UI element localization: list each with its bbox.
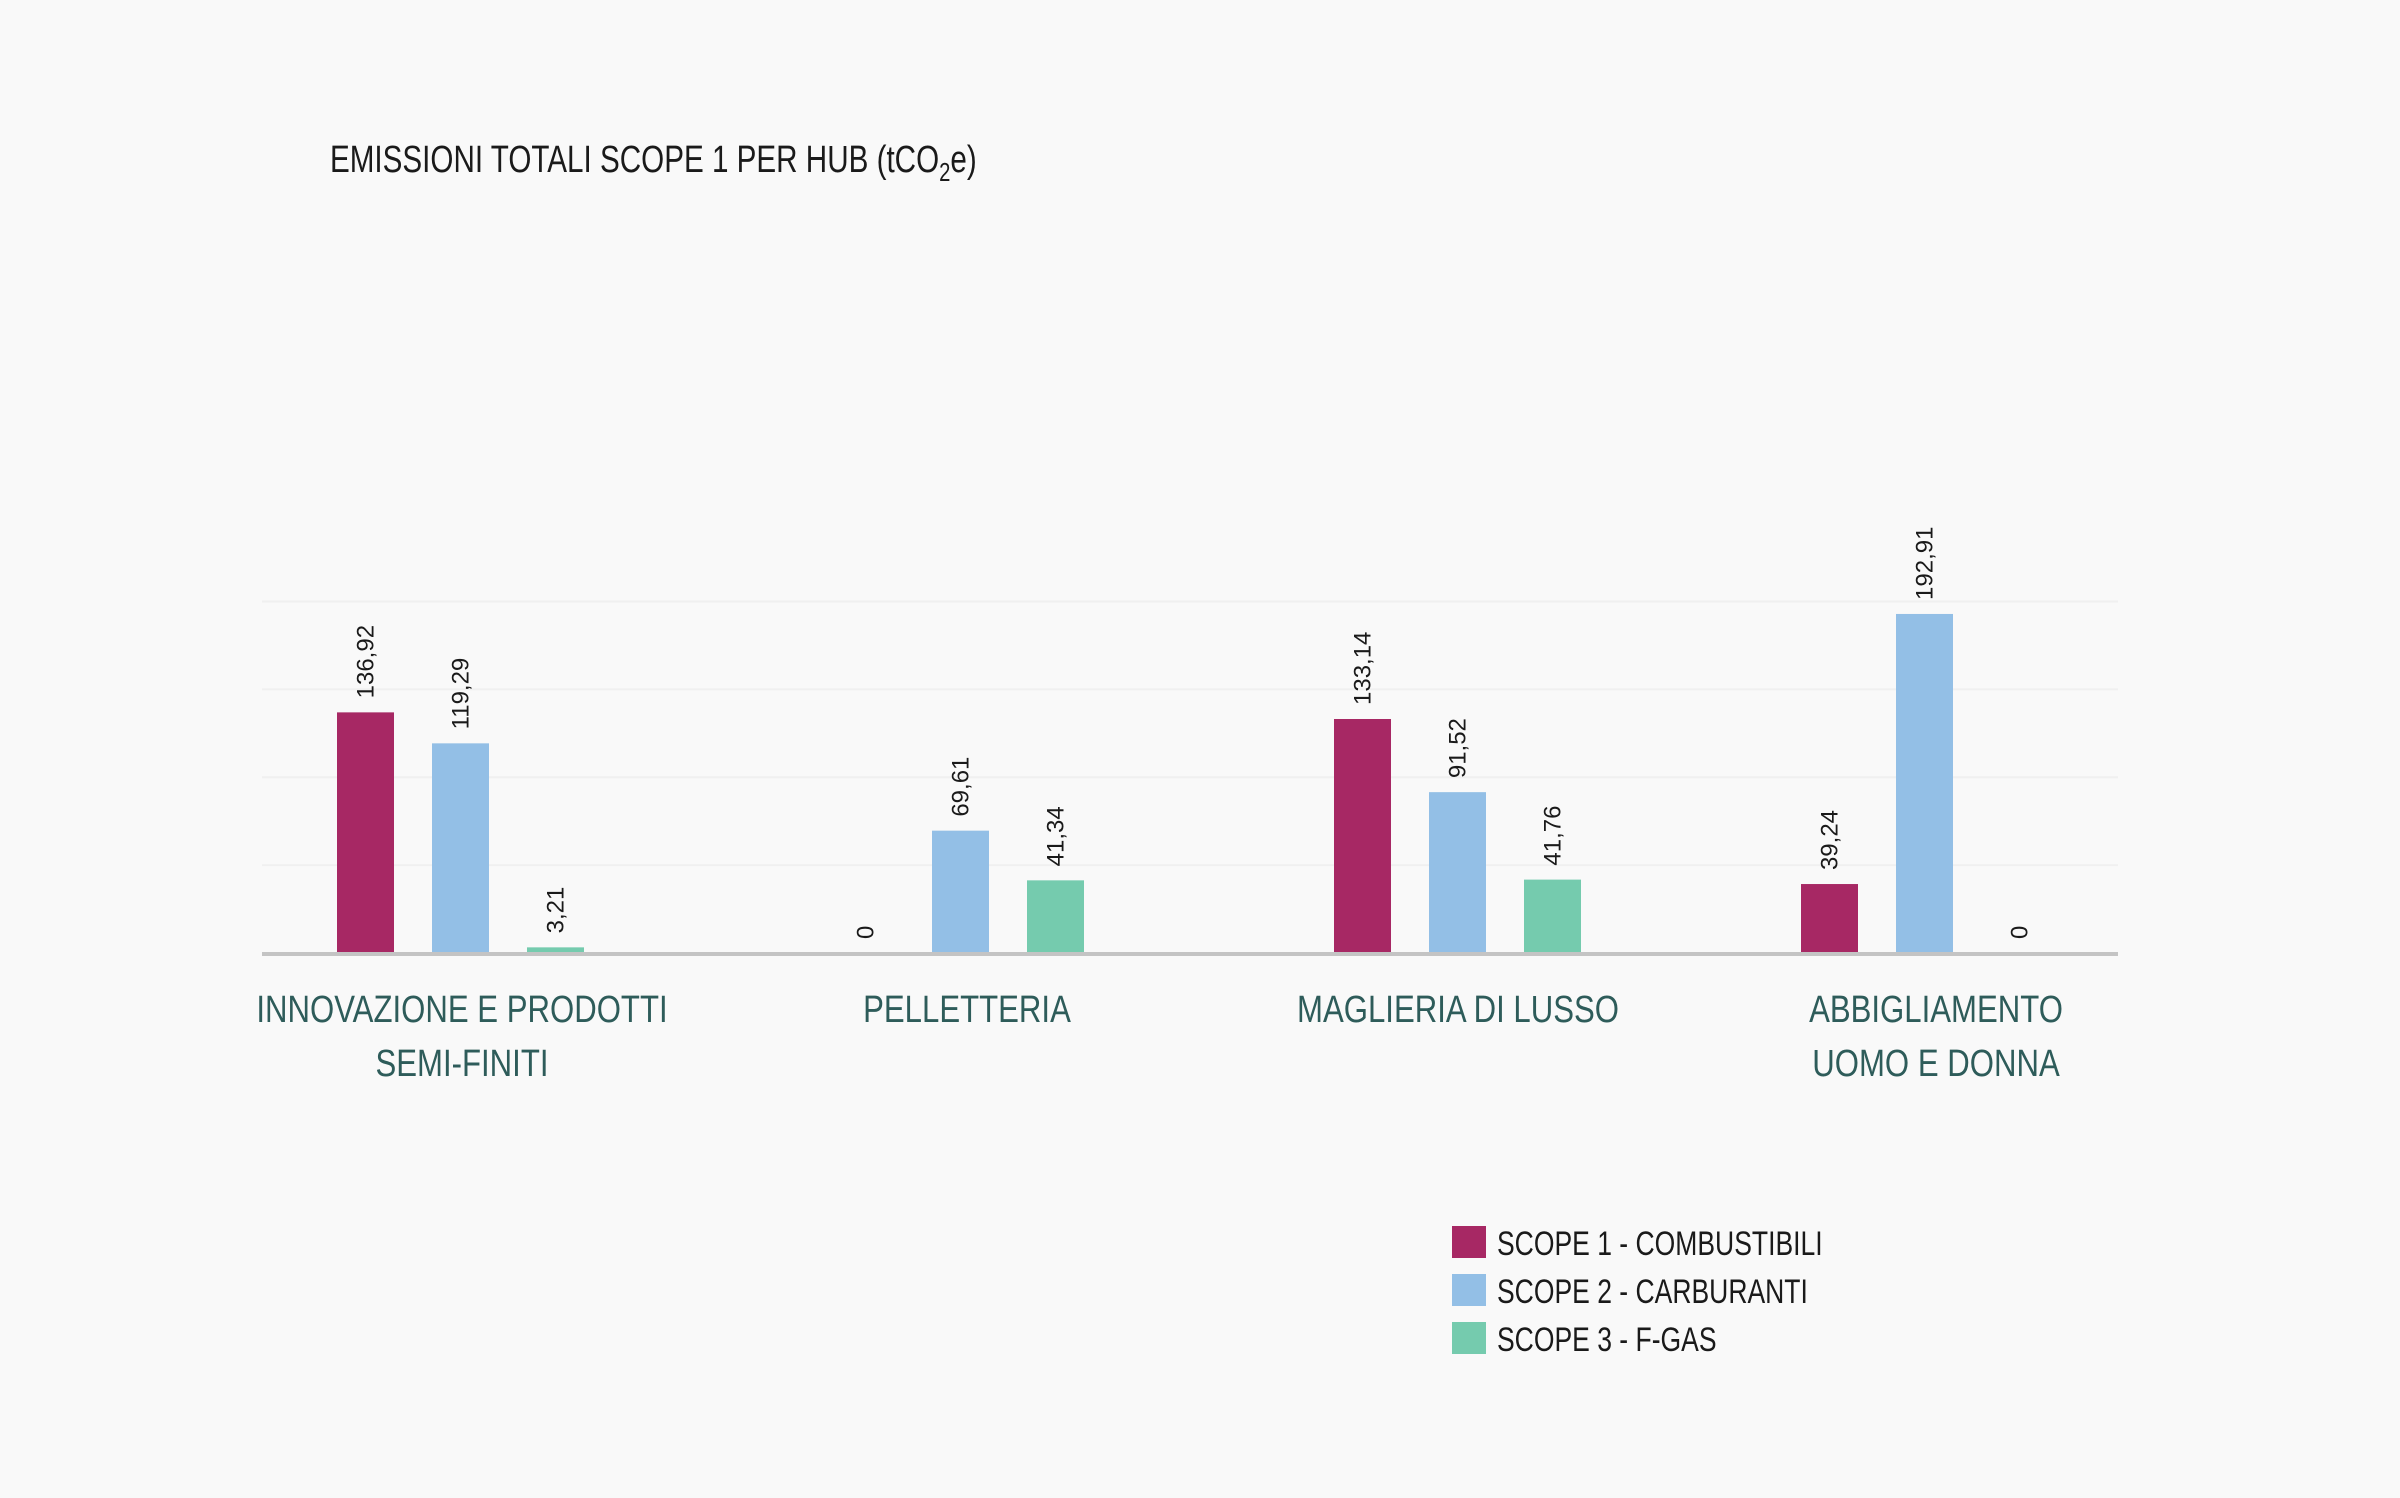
data-label: 41,34: [1043, 806, 1070, 866]
bar: [932, 830, 989, 953]
data-label: 136,92: [353, 625, 380, 698]
data-label: 119,29: [448, 658, 475, 730]
chart-title-subscript: 2: [939, 158, 950, 187]
legend-swatch: [1452, 1226, 1486, 1258]
category-label: ABBIGLIAMENTO: [1809, 989, 2063, 1031]
legend-swatch: [1452, 1274, 1486, 1306]
data-label: 192,91: [1912, 527, 1939, 600]
bar: [1896, 613, 1953, 953]
data-label: 39,24: [1817, 810, 1844, 870]
data-label: 0: [853, 926, 880, 939]
category-label: SEMI-FINITI: [375, 1043, 548, 1085]
category-label: PELLETTERIA: [863, 989, 1071, 1031]
data-label: 133,14: [1350, 632, 1377, 705]
bar: [1524, 879, 1581, 953]
chart-title-suffix: e): [950, 139, 976, 181]
bar: [527, 947, 584, 953]
data-label: 91,52: [1445, 718, 1472, 778]
category-label: INNOVAZIONE E PRODOTTI: [256, 989, 667, 1031]
bar: [432, 743, 489, 953]
bar: [1801, 884, 1858, 953]
data-labels: 136,92 0 133,14 39,24 119,29 69,61 91,52 192,91…: [353, 527, 2034, 939]
data-label: 3,21: [543, 887, 570, 934]
legend-label: SCOPE 1 - COMBUSTIBILI: [1497, 1225, 1823, 1263]
bar: [1027, 880, 1084, 953]
chart-title: EMISSIONI TOTALI SCOPE 1 PER HUB (tCO2e): [330, 139, 977, 187]
category-label: UOMO E DONNA: [1812, 1043, 2060, 1085]
data-label: 0: [2007, 926, 2034, 939]
legend-label: SCOPE 3 - F-GAS: [1497, 1321, 1717, 1359]
chart-title-main: EMISSIONI TOTALI SCOPE 1 PER HUB (tCO: [330, 139, 939, 181]
data-label: 69,61: [948, 757, 975, 817]
category-label: MAGLIERIA DI LUSSO: [1297, 989, 1619, 1031]
data-label: 41,76: [1540, 806, 1567, 866]
bar: [1334, 719, 1391, 953]
bar: [1429, 792, 1486, 953]
bar: [337, 712, 394, 953]
category-labels: INNOVAZIONE E PRODOTTI SEMI-FINITI PELLETT…: [256, 989, 2063, 1085]
legend-swatch: [1452, 1322, 1486, 1354]
gridlines: [262, 600, 2118, 867]
bars: [337, 613, 1953, 953]
legend-label: SCOPE 2 - CARBURANTI: [1497, 1273, 1808, 1311]
legend: SCOPE 1 - COMBUSTIBILI SCOPE 2 - CARBURAN…: [1452, 1225, 1823, 1359]
